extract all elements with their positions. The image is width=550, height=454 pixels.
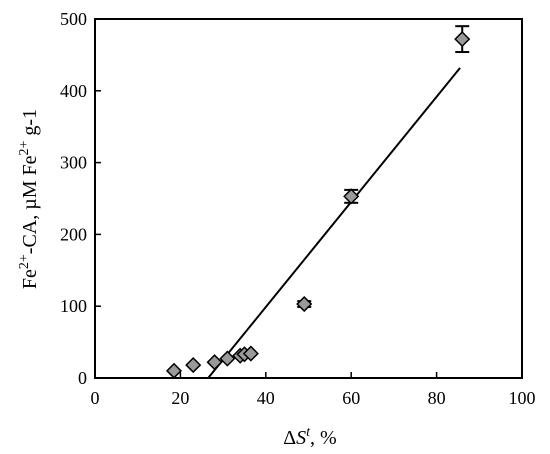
y-label-sup: 2+: [17, 254, 32, 269]
y-tick-label: 500: [60, 9, 87, 29]
data-point: [165, 362, 183, 379]
axis-labels: ΔSt, % Fe2+-CA, µM Fe2+ g-1: [17, 109, 337, 449]
y-axis-label: Fe2+-CA, µM Fe2+ g-1: [17, 109, 41, 289]
y-tick-label: 200: [60, 224, 87, 244]
x-label-sup: t: [306, 425, 311, 440]
data-point: [206, 354, 223, 371]
data-point: [219, 350, 236, 367]
y-label-sup: 2+: [17, 140, 32, 155]
data-point: [343, 188, 360, 205]
y-tick-label: 400: [60, 81, 87, 101]
data-point: [185, 357, 202, 374]
y-tick-label: 0: [78, 368, 87, 388]
plot-frame: [94, 18, 523, 379]
fit-line-group: [207, 67, 461, 379]
x-label-rest: , %: [310, 427, 337, 449]
y-label-text: g-1: [19, 109, 41, 141]
y-tick-label: 100: [60, 296, 87, 316]
data-point: [242, 345, 259, 362]
x-tick-label: 20: [171, 388, 189, 408]
x-label-delta: Δ: [283, 427, 296, 449]
axes: 0 20 40 60 80 100 0 100 200 300 400 500: [60, 9, 536, 408]
fit-line: [207, 67, 461, 379]
x-axis-label: ΔSt, %: [283, 425, 336, 449]
x-tick-label: 100: [509, 388, 536, 408]
data-point: [454, 31, 471, 48]
y-label-text: -CA, µM Fe: [19, 155, 41, 254]
x-tick-label: 40: [257, 388, 275, 408]
x-label-var: S: [296, 427, 306, 449]
data-points: [165, 25, 471, 379]
data-point: [296, 295, 313, 313]
x-tick-label: 0: [91, 388, 100, 408]
x-tick-label: 60: [342, 388, 360, 408]
y-label-text: Fe: [19, 269, 41, 289]
x-tick-label: 80: [428, 388, 446, 408]
y-tick-label: 300: [60, 153, 87, 173]
